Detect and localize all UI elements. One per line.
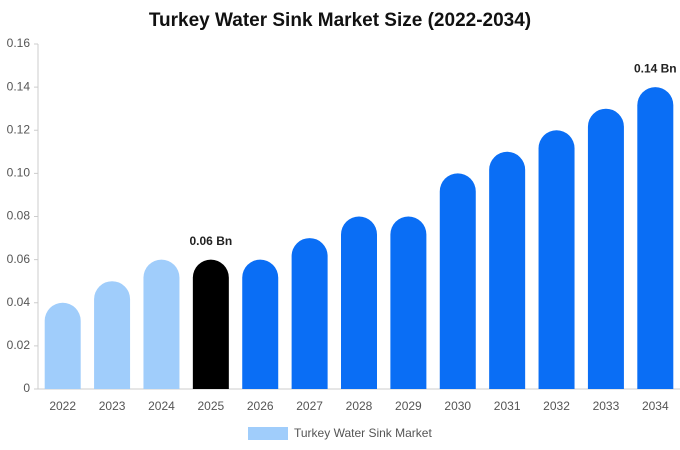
bar [637,87,674,389]
bar [341,216,377,389]
y-tick-label: 0.08 [7,209,31,223]
y-tick-label: 0.10 [7,166,31,180]
y-tick-label: 0.06 [7,252,31,266]
y-tick-label: 0.04 [7,295,31,309]
y-tick-label: 0 [23,381,30,395]
legend-label: Turkey Water Sink Market [294,426,432,440]
x-tick-label: 2024 [148,399,175,413]
x-tick-label: 2022 [49,399,76,413]
x-tick-label: 2032 [543,399,570,413]
bar [390,216,427,389]
x-tick-label: 2023 [99,399,126,413]
bar [439,173,476,389]
x-tick-label: 2027 [296,399,323,413]
x-tick-label: 2029 [395,399,422,413]
bar [94,281,131,389]
legend-swatch [248,427,288,440]
bar [587,108,624,389]
y-tick-label: 0.02 [7,338,31,352]
x-tick-label: 2025 [197,399,224,413]
x-tick-label: 2034 [642,399,669,413]
bar [242,259,279,389]
x-tick-label: 2033 [593,399,620,413]
x-tick-label: 2026 [247,399,274,413]
bar [44,302,81,389]
bar [489,151,526,389]
bar [143,259,180,389]
x-tick-label: 2031 [494,399,521,413]
chart-title: Turkey Water Sink Market Size (2022-2034… [149,10,531,31]
x-tick-label: 2028 [346,399,373,413]
value-label: 0.06 Bn [190,234,233,248]
bar [192,259,229,389]
y-tick-label: 0.12 [7,122,31,136]
y-tick-label: 0.14 [7,79,31,93]
x-tick-label: 2030 [444,399,471,413]
bar [538,130,575,390]
bar [291,238,328,389]
value-label: 0.14 Bn [634,61,677,75]
y-tick-label: 0.16 [7,36,31,50]
